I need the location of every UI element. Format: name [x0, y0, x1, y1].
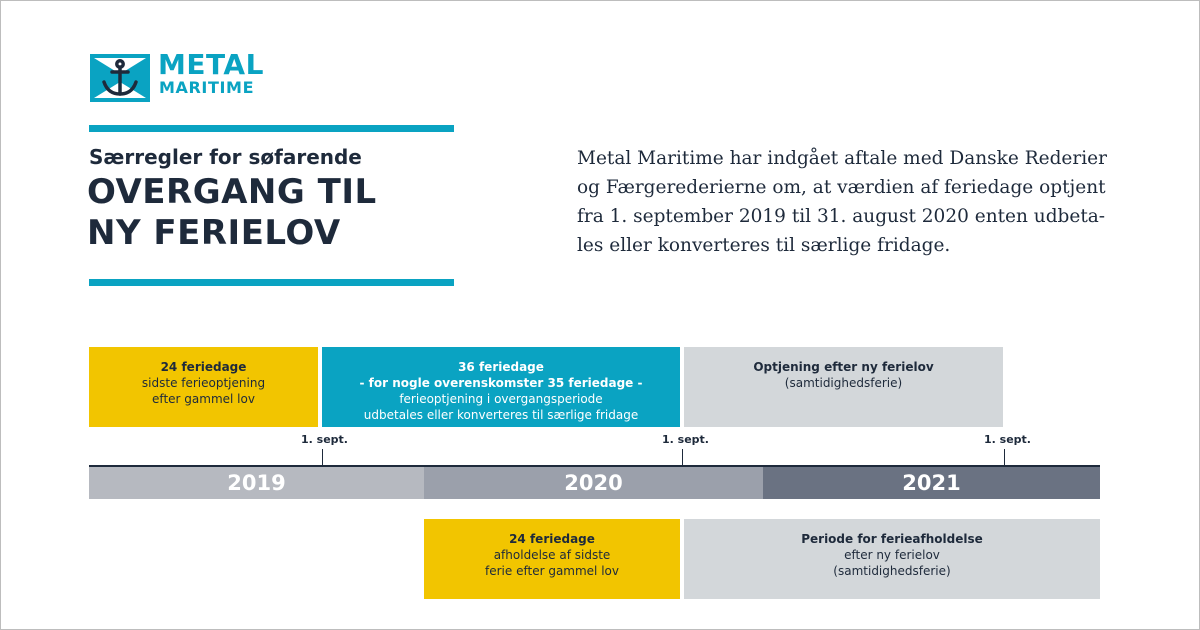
block-line: sidste ferieoptjening [141, 376, 266, 390]
block-line: afholdelse af sidste [493, 548, 611, 562]
tick-mark [1004, 449, 1005, 465]
block-title: Periode for ferieafholdelse [801, 532, 983, 546]
timeline-axis [89, 465, 1100, 467]
block-line: (samtidighedsferie) [833, 564, 951, 578]
brand-name-metal: METAL [158, 48, 264, 81]
tick-mark [682, 449, 683, 465]
tick-label-sept-2021: 1. sept. [984, 433, 1031, 446]
intro-paragraph: Metal Maritime har indgået aftale med Da… [577, 144, 1117, 260]
subtitle: Særregler for søfarende [89, 145, 362, 169]
block-new-law-earning: Optjening efter ny ferielov (samtidighed… [684, 347, 1003, 427]
block-subtitle: - for nogle overenskomster 35 feriedage … [359, 376, 643, 390]
year-2019: 2019 [89, 467, 424, 499]
block-title: 24 feriedage [160, 360, 247, 374]
intro-line-1: Metal Maritime har indgået aftale med Da… [577, 148, 1107, 169]
tick-label-sept-2020: 1. sept. [662, 433, 709, 446]
block-transition-period: 36 feriedage - for nogle overenskomster … [322, 347, 680, 427]
block-line: ferieoptjening i overgangsperiode [399, 392, 603, 406]
intro-line-3: fra 1. september 2019 til 31. august 202… [577, 206, 1106, 227]
block-old-law-earning: 24 feriedage sidste ferieoptjening efter… [89, 347, 318, 427]
block-new-law-holiday: Periode for ferieafholdelse efter ny fer… [684, 519, 1100, 599]
year-2021: 2021 [763, 467, 1100, 499]
block-old-law-holiday: 24 feriedage afholdelse af sidste ferie … [424, 519, 680, 599]
year-2020: 2020 [424, 467, 763, 499]
anchor-icon [90, 54, 150, 102]
block-title: Optjening efter ny ferielov [753, 360, 934, 374]
block-line: efter ny ferielov [844, 548, 940, 562]
tick-label-sept-2019: 1. sept. [301, 433, 348, 446]
intro-line-4: les eller konverteres til særlige fridag… [577, 235, 951, 256]
block-title: 36 feriedage [458, 360, 544, 374]
intro-line-2: og Færgerederierne om, at værdien af fer… [577, 177, 1106, 198]
title-line-2: NY FERIELOV [87, 213, 341, 253]
tick-mark [322, 449, 323, 465]
top-accent-bar [89, 125, 454, 132]
brand-name-maritime: MARITIME [159, 78, 255, 97]
block-line: efter gammel lov [152, 392, 255, 406]
block-title: 24 feriedage [509, 532, 595, 546]
page-title: OVERGANG TIL NY FERIELOV [87, 172, 377, 254]
block-line: (samtidighedsferie) [784, 376, 903, 390]
bottom-accent-bar [89, 279, 454, 286]
block-line: ferie efter gammel lov [485, 564, 619, 578]
title-line-1: OVERGANG TIL [87, 172, 377, 212]
block-line: udbetales eller konverteres til særlige … [363, 408, 639, 422]
